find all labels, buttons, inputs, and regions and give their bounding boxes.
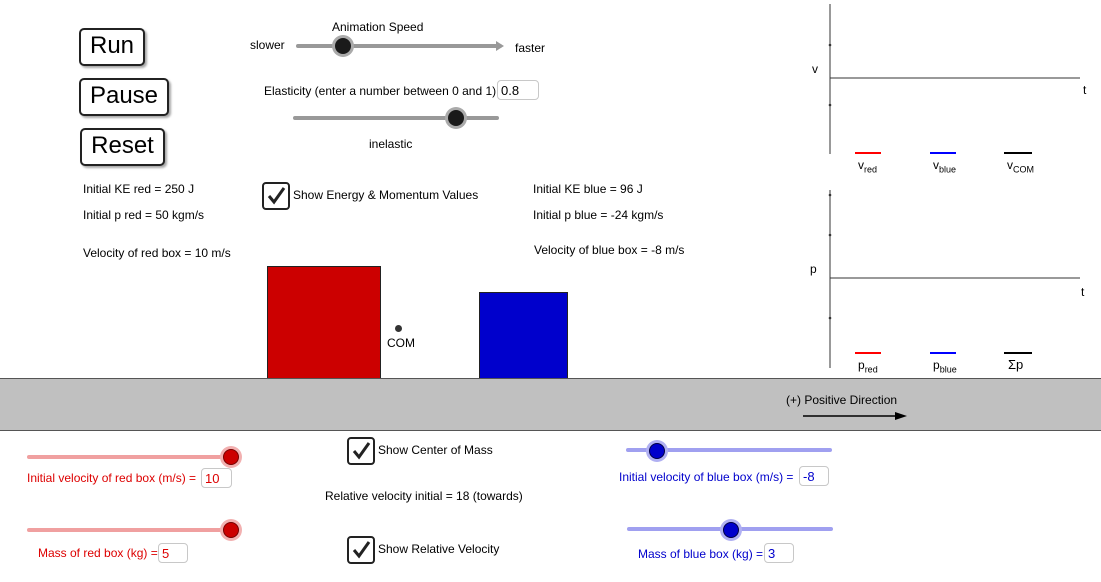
blue-mass-input[interactable]: 3	[764, 543, 794, 563]
animation-speed-knob[interactable]	[335, 38, 351, 54]
red-box	[267, 266, 381, 380]
legend-v-com-line	[1004, 152, 1032, 154]
legend-p-sum-line	[1004, 352, 1032, 354]
com-dot	[395, 325, 402, 332]
legend-v-red-line	[855, 152, 881, 154]
show-relative-velocity-label: Show Relative Velocity	[378, 542, 500, 556]
velocity-graph-x-label: t	[1083, 83, 1087, 97]
blue-velocity: Velocity of blue box = -8 m/s	[534, 243, 685, 257]
red-initial-ke: Initial KE red = 250 J	[83, 182, 195, 196]
momentum-graph-x-label: t	[1081, 285, 1085, 299]
relative-velocity-text: Relative velocity initial = 18 (towards)	[325, 489, 523, 503]
legend-p-sum: Σp	[1008, 357, 1024, 372]
elasticity-track[interactable]	[293, 116, 499, 120]
blue-velocity-input[interactable]: -8	[799, 466, 829, 486]
faster-label: faster	[515, 41, 546, 55]
elasticity-state-label: inelastic	[369, 137, 413, 151]
blue-velocity-label: Initial velocity of blue box (m/s) =	[619, 470, 794, 484]
red-velocity-knob[interactable]	[223, 449, 239, 465]
red-mass-label: Mass of red box (kg) =	[38, 546, 158, 560]
animation-speed-track[interactable]	[296, 44, 502, 48]
show-com-label: Show Center of Mass	[378, 443, 493, 457]
show-energy-label: Show Energy & Momentum Values	[293, 188, 479, 202]
blue-initial-ke: Initial KE blue = 96 J	[533, 182, 643, 196]
show-energy-checkbox[interactable]	[262, 182, 290, 210]
blue-velocity-track[interactable]	[626, 448, 832, 452]
velocity-graph	[828, 4, 1080, 154]
run-button[interactable]: Run	[79, 28, 145, 66]
elasticity-knob[interactable]	[448, 110, 464, 126]
legend-v-blue: vblue	[933, 158, 957, 175]
blue-box	[479, 292, 568, 380]
blue-velocity-knob[interactable]	[649, 443, 665, 459]
velocity-graph-y-label: v	[812, 62, 818, 76]
red-velocity-label: Initial velocity of red box (m/s) =	[27, 471, 197, 485]
legend-p-blue: pblue	[933, 358, 957, 375]
pause-button[interactable]: Pause	[79, 78, 169, 116]
checkmark-icon	[352, 442, 371, 460]
blue-mass-knob[interactable]	[723, 522, 739, 538]
legend-v-blue-line	[930, 152, 956, 154]
red-mass-track[interactable]	[27, 528, 235, 532]
legend-v-com: vCOM	[1007, 158, 1034, 175]
ground	[0, 378, 1101, 431]
reset-button[interactable]: Reset	[80, 128, 165, 166]
red-mass-knob[interactable]	[223, 522, 239, 538]
red-velocity-input[interactable]: 10	[201, 468, 232, 488]
momentum-graph	[828, 190, 1080, 368]
blue-mass-label: Mass of blue box (kg) =	[638, 547, 764, 561]
red-velocity: Velocity of red box = 10 m/s	[83, 246, 231, 260]
positive-direction-arrow-icon	[803, 412, 907, 420]
legend-p-red-line	[855, 352, 881, 354]
red-mass-input[interactable]: 5	[158, 543, 188, 563]
animation-speed-title: Animation Speed	[332, 20, 424, 34]
legend-p-blue-line	[930, 352, 956, 354]
legend-v-red: vred	[858, 158, 878, 175]
momentum-graph-y-label: p	[810, 262, 817, 276]
positive-direction-label: (+) Positive Direction	[786, 393, 898, 407]
checkmark-icon	[352, 541, 371, 559]
checkmark-icon	[267, 187, 286, 205]
elasticity-input[interactable]: 0.8	[497, 80, 539, 100]
elasticity-label: Elasticity (enter a number between 0 and…	[264, 84, 497, 98]
com-label: COM	[387, 336, 415, 350]
blue-initial-p: Initial p blue = -24 kgm/s	[533, 208, 664, 222]
red-initial-p: Initial p red = 50 kgm/s	[83, 208, 205, 222]
legend-p-red: pred	[858, 358, 878, 375]
red-velocity-track[interactable]	[27, 455, 235, 459]
slower-label: slower	[250, 38, 285, 52]
animation-speed-arrow	[496, 41, 504, 51]
show-relative-velocity-checkbox[interactable]	[347, 536, 375, 564]
show-com-checkbox[interactable]	[347, 437, 375, 465]
